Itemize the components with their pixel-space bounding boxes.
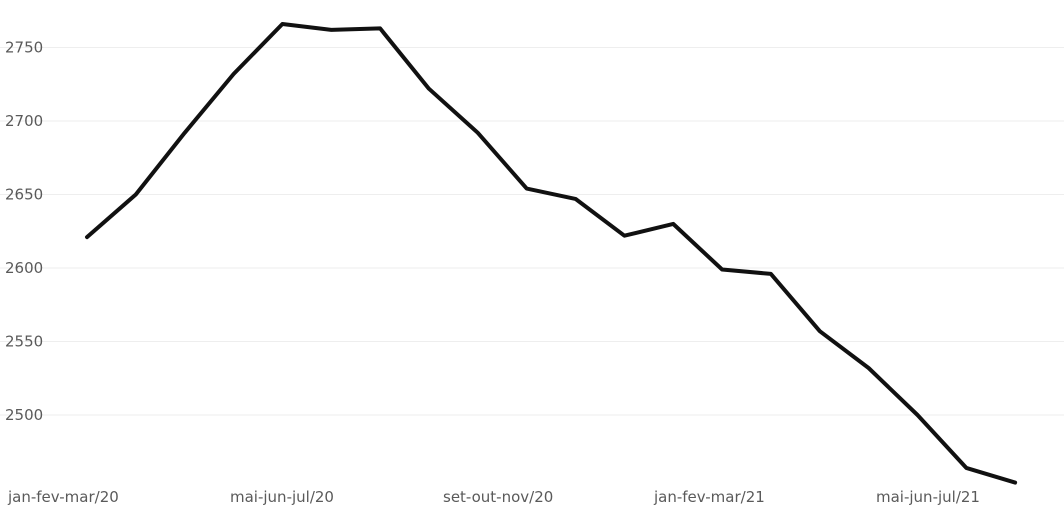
x-tick-label: jan-fev-mar/20	[7, 488, 119, 506]
y-axis-ticks: 2500 2550 2600 2650 2700 2750	[5, 39, 43, 425]
y-tick-label: 2550	[5, 333, 43, 351]
x-tick-label: mai-jun-jul/21	[876, 488, 980, 506]
y-tick-label: 2600	[5, 259, 43, 277]
x-tick-label: set-out-nov/20	[443, 488, 553, 506]
x-tick-label: mai-jun-jul/20	[230, 488, 334, 506]
gridlines	[0, 47, 1064, 416]
series-line	[85, 22, 1018, 485]
y-tick-label: 2500	[5, 406, 43, 424]
y-tick-label: 2650	[5, 186, 43, 204]
x-axis-ticks: jan-fev-mar/20 mai-jun-jul/20 set-out-nov/…	[7, 488, 980, 506]
y-tick-label: 2750	[5, 39, 43, 57]
y-tick-label: 2700	[5, 112, 43, 130]
x-tick-label: jan-fev-mar/21	[653, 488, 765, 506]
data-points	[85, 22, 1018, 486]
